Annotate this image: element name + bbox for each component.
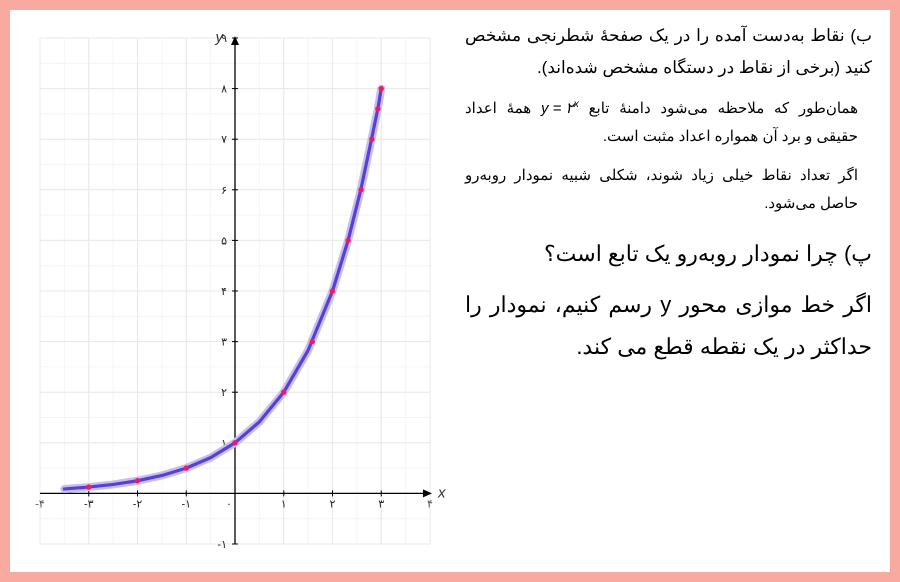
svg-text:۰: ۰	[226, 498, 232, 510]
svg-text:۴: ۴	[221, 286, 227, 298]
svg-text:۶: ۶	[221, 185, 227, 197]
svg-text:۲: ۲	[221, 387, 227, 399]
chart-panel: -۴-۳-۲-۱۰۱۲۳۴-۱۱۲۳۴۵۶۷۸۹xy	[10, 10, 455, 572]
svg-text:۳: ۳	[378, 498, 384, 510]
svg-text:-۲: -۲	[133, 498, 143, 510]
prompt-c: پ) چرا نمودار روبه‌رو یک تابع است؟	[465, 233, 872, 275]
svg-text:-۱: -۱	[217, 539, 227, 551]
prompt-b: ب) نقاط به‌دست آمده را در یک صفحهٔ شطرنج…	[465, 20, 872, 85]
note-pre: همان‌طور که ملاحظه می‌شود دامنهٔ تابع	[579, 100, 858, 117]
answer-text: اگر خط موازی محور y رسم کنیم، نمودار را …	[465, 284, 872, 368]
note-domain: همان‌طور که ملاحظه می‌شود دامنهٔ تابع y …	[465, 95, 872, 152]
svg-text:۳: ۳	[221, 337, 227, 349]
formula: y = ۲x	[541, 95, 579, 124]
content-row: -۴-۳-۲-۱۰۱۲۳۴-۱۱۲۳۴۵۶۷۸۹xy ب) نقاط به‌دس…	[10, 10, 890, 572]
svg-text:۵: ۵	[221, 235, 227, 247]
svg-text:۷: ۷	[221, 134, 227, 146]
svg-text:-۳: -۳	[84, 498, 94, 510]
note-shape: اگر تعداد نقاط خیلی زیاد شوند، شکلی شبیه…	[465, 162, 872, 219]
svg-text:x: x	[437, 484, 446, 501]
exponential-chart: -۴-۳-۲-۱۰۱۲۳۴-۱۱۲۳۴۵۶۷۸۹xy	[14, 18, 454, 566]
svg-text:-۱: -۱	[181, 498, 191, 510]
text-panel: ب) نقاط به‌دست آمده را در یک صفحهٔ شطرنج…	[455, 10, 890, 572]
svg-text:-۴: -۴	[35, 498, 45, 510]
svg-text:۸: ۸	[221, 84, 227, 96]
svg-text:۴: ۴	[427, 498, 433, 510]
svg-text:۱: ۱	[281, 498, 287, 510]
svg-text:۲: ۲	[330, 498, 336, 510]
page-frame: -۴-۳-۲-۱۰۱۲۳۴-۱۱۲۳۴۵۶۷۸۹xy ب) نقاط به‌دس…	[0, 0, 900, 582]
